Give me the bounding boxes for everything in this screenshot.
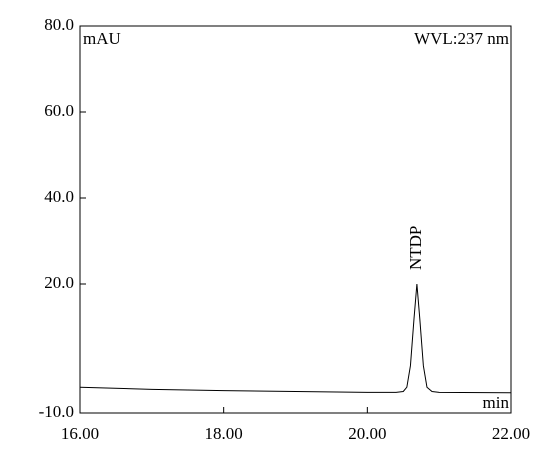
x-tick-label: 20.00 (348, 424, 386, 443)
plot-frame (79, 25, 512, 414)
wavelength-label: WVL:237 nm (414, 29, 509, 48)
y-tick-label: 80.0 (44, 15, 74, 34)
x-tick-label: 18.00 (205, 424, 243, 443)
peak-label: NTDP (406, 226, 425, 270)
trace-line (79, 283, 512, 394)
y-tick-label: 20.0 (44, 273, 74, 292)
y-tick-label: 60.0 (44, 101, 74, 120)
y-tick-label: 40.0 (44, 187, 74, 206)
y-tick-label: -10.0 (39, 402, 74, 421)
x-tick-label: 16.00 (61, 424, 99, 443)
x-tick-label: 22.00 (492, 424, 530, 443)
x-unit-label: min (483, 393, 510, 412)
y-unit-label: mAU (83, 29, 121, 48)
